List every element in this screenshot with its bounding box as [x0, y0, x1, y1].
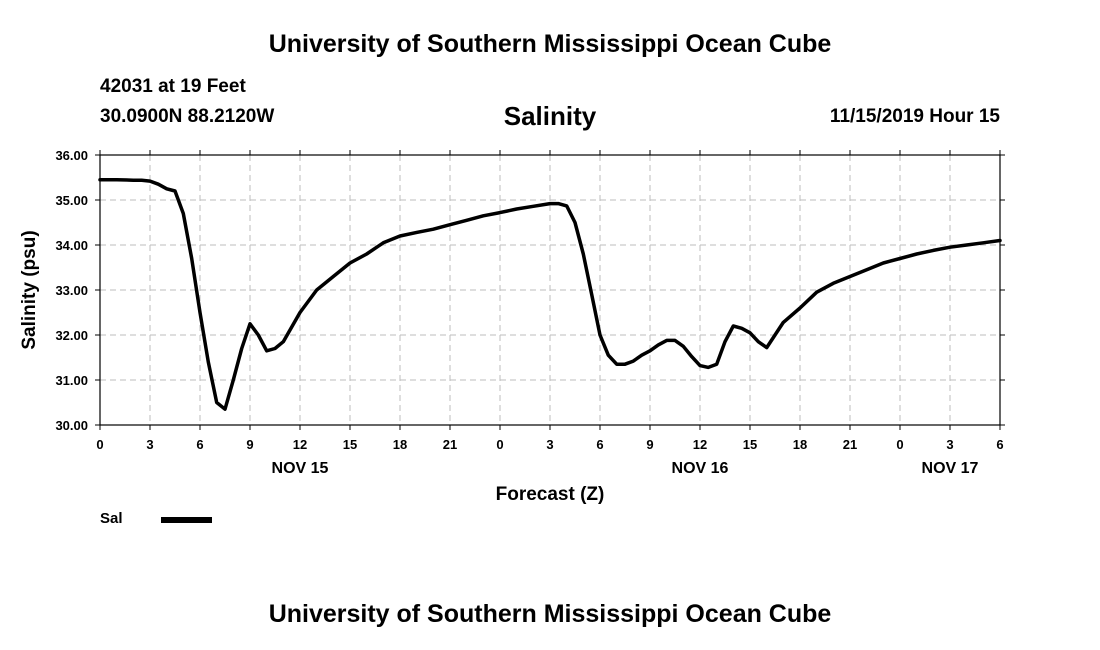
x-axis-title: Forecast (Z) [496, 484, 605, 505]
x-tick-label: 0 [96, 437, 103, 452]
plot-border [99, 154, 1001, 426]
x-tick-label: 15 [343, 437, 357, 452]
y-tick-label: 31.00 [55, 373, 88, 388]
x-tick-label: 15 [743, 437, 757, 452]
chart-ticks: 30.00 31.00 32.00 33.00 34.00 35.00 36.00 0 3 6 9 1… [55, 148, 1005, 477]
x-tick-label: 3 [546, 437, 553, 452]
x-tick-label: 21 [443, 437, 457, 452]
y-tick-label: 35.00 [55, 193, 88, 208]
page-title: University of Southern Mississippi Ocean… [268, 30, 832, 58]
x-tick-label: 9 [646, 437, 653, 452]
footer-title: University of Southern Mississippi Ocean… [268, 600, 832, 628]
x-tick-label: 18 [393, 437, 407, 452]
y-tick-label: 30.00 [55, 418, 88, 433]
y-tick-label: 36.00 [55, 148, 88, 163]
datetime-label: 11/15/2019 Hour 15 [829, 106, 1000, 127]
x-tick-label: 3 [146, 437, 153, 452]
x-tick-label: 12 [693, 437, 707, 452]
chart-title: Salinity [503, 101, 597, 131]
y-tick-label: 33.00 [55, 283, 88, 298]
station-label: 42031 at 19 Feet [100, 76, 246, 97]
legend-swatch [161, 517, 212, 523]
x-tick-label: 0 [896, 437, 903, 452]
x-tick-label: 6 [596, 437, 603, 452]
coordinates-label: 30.0900N 88.2120W [100, 106, 275, 127]
x-tick-label: 6 [996, 437, 1003, 452]
series-line-sal [98, 177, 1002, 411]
x-tick-label: 18 [793, 437, 807, 452]
y-tick-label: 32.00 [55, 328, 88, 343]
legend-label: Sal [100, 510, 123, 527]
plot-frame [99, 154, 1001, 426]
x-tick-label: 0 [496, 437, 503, 452]
x-day-label: NOV 17 [922, 460, 979, 477]
axis-labels: Forecast (Z) Salinity (psu) [19, 230, 604, 505]
chart-grid [100, 155, 1000, 425]
y-axis-title: Salinity (psu) [19, 230, 40, 349]
x-tick-label: 3 [946, 437, 953, 452]
x-tick-label: 9 [246, 437, 253, 452]
x-tick-label: 6 [196, 437, 203, 452]
x-day-label: NOV 15 [272, 460, 329, 477]
chart-series [98, 177, 1002, 411]
x-tick-label: 21 [843, 437, 857, 452]
x-day-label: NOV 16 [672, 460, 729, 477]
y-tick-label: 34.00 [55, 238, 88, 253]
x-tick-label: 12 [293, 437, 307, 452]
